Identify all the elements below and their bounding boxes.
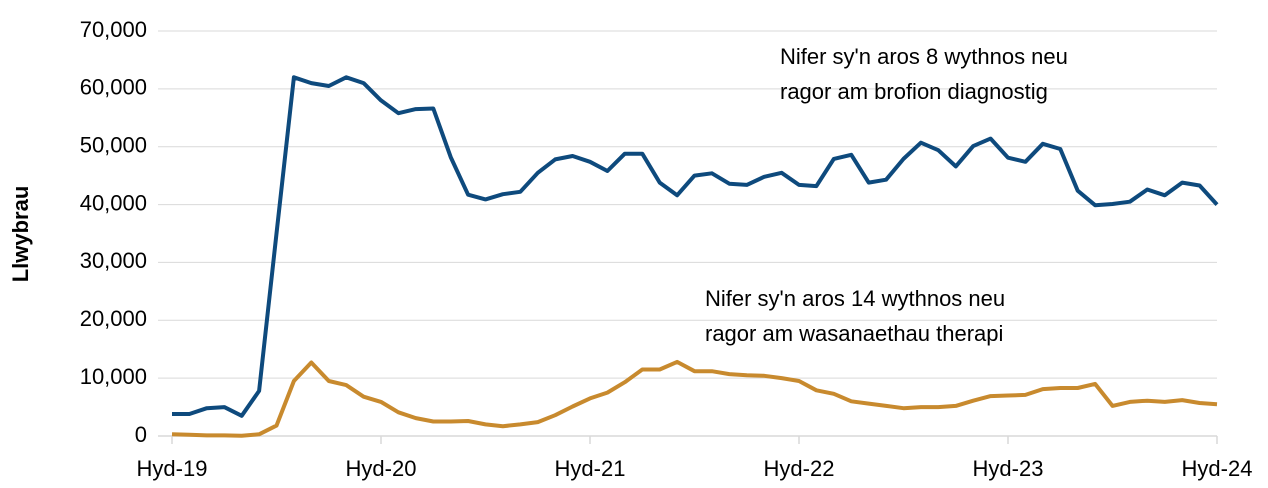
- x-tick-label: Hyd-21: [555, 456, 626, 481]
- annotation: Nifer sy'n aros 14 wythnos neu: [705, 286, 1005, 311]
- y-tick-label: 70,000: [80, 17, 147, 42]
- y-axis-label: Llwybrau: [8, 186, 33, 283]
- y-tick-label: 0: [135, 422, 147, 447]
- y-tick-label: 60,000: [80, 75, 147, 100]
- x-tick-label: Hyd-20: [346, 456, 417, 481]
- x-tick-label: Hyd-19: [137, 456, 208, 481]
- y-tick-label: 10,000: [80, 364, 147, 389]
- y-tick-label: 40,000: [80, 190, 147, 215]
- x-tick-label: Hyd-24: [1182, 456, 1253, 481]
- y-tick-label: 30,000: [80, 248, 147, 273]
- x-tick-label: Hyd-23: [973, 456, 1044, 481]
- annotation: Nifer sy'n aros 8 wythnos neu: [780, 44, 1068, 69]
- annotation: ragor am wasanaethau therapi: [705, 321, 1003, 346]
- y-tick-label: 50,000: [80, 133, 147, 158]
- y-tick-label: 20,000: [80, 306, 147, 331]
- data-line: [171, 359, 1218, 438]
- data-line: [172, 75, 1219, 418]
- annotation: ragor am brofion diagnostig: [780, 79, 1048, 104]
- x-tick-label: Hyd-22: [764, 456, 835, 481]
